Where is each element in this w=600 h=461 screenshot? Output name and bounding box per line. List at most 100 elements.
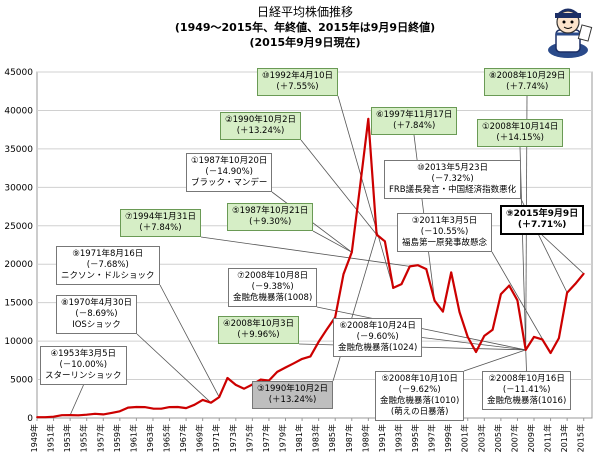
- annotation-a2: ②1990年10月2日 (＋13.24%): [220, 112, 301, 140]
- point-1976: [259, 378, 262, 381]
- point-1990: [375, 233, 378, 236]
- point-1996: [425, 268, 428, 271]
- x-tick-label: 2009年: [526, 424, 536, 452]
- point-1953: [69, 414, 72, 417]
- y-tick-label: 35000: [4, 145, 33, 155]
- annotation-a9-line2: (＋7.71%): [517, 220, 567, 230]
- annotation-b10: ⑩2013年5月23日 (－7.32%) FRB議長発言・中国経済指数悪化: [384, 160, 522, 199]
- annotation-a9-line1: ⑨2015年9月9日: [506, 209, 579, 219]
- x-tick-label: 1987年: [344, 424, 354, 452]
- x-tick-label: 1975年: [244, 424, 254, 452]
- point-1955: [85, 413, 88, 416]
- point-1978: [276, 370, 279, 373]
- point-1984: [326, 328, 328, 331]
- x-tick-label: 1949年: [29, 424, 39, 452]
- point-2015: [582, 272, 585, 275]
- point-1960: [127, 406, 130, 409]
- point-2009: [533, 336, 535, 338]
- point-1986: [342, 273, 345, 276]
- annotation-a3-line2: (＋13.24%): [268, 395, 317, 405]
- annotation-a9-current: ⑨2015年9月9日 (＋7.71%): [500, 205, 585, 235]
- annotation-b9-line1: ⑨1971年8月16日: [72, 249, 144, 259]
- x-tick-label: 1965年: [162, 424, 172, 452]
- point-2013: [566, 291, 569, 294]
- point-1993: [400, 283, 403, 285]
- annotation-b10-line2: (－7.32%): [431, 174, 474, 184]
- point-1950: [44, 416, 47, 419]
- annotation-a5-line2: (＋9.30%): [249, 217, 292, 227]
- title-line-2: (1949～2015年、年終値、2015年は9月9日終値): [174, 21, 436, 34]
- annotation-b6-line1: ⑥2008年10月24日: [339, 321, 416, 331]
- x-tick-label: 1997年: [427, 424, 437, 452]
- annotation-a6-line1: ⑥1997年11月17日: [376, 110, 453, 120]
- x-tick-label: 1963年: [145, 424, 155, 452]
- annotation-b5: ⑤2008年10月10日 (－9.62%) 金融危機暴落(1010) (萌えの日…: [375, 371, 465, 421]
- point-2012: [557, 337, 560, 339]
- annotation-b6: ⑥2008年10月24日 (－9.60%) 金融危機暴落(1024): [333, 318, 423, 357]
- point-1949: [36, 416, 38, 419]
- annotation-a1: ①2008年10月14日 (＋14.15%): [477, 119, 564, 147]
- annotation-b7-line2: (－9.38%): [251, 282, 294, 292]
- annotation-b7-line3: 金融危機暴落(1008): [233, 293, 313, 303]
- annotation-b1-line2: (－14.90%): [205, 167, 253, 177]
- point-1985: [334, 316, 337, 319]
- annotation-a10-line1: ⑩1992年4月10日: [262, 71, 333, 81]
- annotation-a10-line2: (＋7.55%): [276, 82, 319, 92]
- x-tick-label: 2011年: [543, 424, 553, 452]
- leader-annotation-a5: [312, 230, 352, 253]
- point-2014: [574, 282, 577, 285]
- x-tick-label: 2001年: [460, 424, 470, 452]
- leader-annotation-b5: [463, 349, 526, 372]
- mascot-illustration: [548, 8, 593, 58]
- annotation-a4-line1: ④2008年10月3日: [223, 319, 294, 329]
- x-tick-label: 1951年: [46, 424, 56, 452]
- annotation-b10-line1: ⑩2013年5月23日: [417, 163, 489, 173]
- annotation-b2-line1: ②2008年10月16日: [488, 374, 565, 384]
- title-line-3: (2015年9月9日現在): [249, 36, 361, 49]
- annotation-a10: ⑩1992年4月10日 (＋7.55%): [257, 68, 338, 96]
- annotation-b2: ②2008年10月16日 (－11.41%) 金融危機暴落(1016): [482, 371, 572, 410]
- chart-title: 日経平均株価推移 (1949～2015年、年終値、2015年は9月9日終値) (…: [150, 4, 460, 50]
- x-tick-label: 1961年: [128, 424, 138, 452]
- annotation-a6: ⑥1997年11月17日 (＋7.84%): [371, 107, 458, 135]
- series-points: [36, 117, 585, 419]
- annotation-b9-line2: (－7.68%): [86, 260, 129, 270]
- x-tick-label: 2007年: [509, 424, 519, 452]
- point-1966: [176, 406, 179, 408]
- y-tick-label: 15000: [4, 299, 33, 309]
- point-1979: [284, 366, 287, 369]
- point-2004: [491, 328, 494, 331]
- point-1969: [201, 398, 204, 401]
- point-2011: [549, 352, 552, 354]
- annotation-b2-line2: (－11.41%): [502, 385, 551, 395]
- annotation-a4-line2: (＋9.96%): [237, 330, 280, 340]
- point-1988: [359, 185, 361, 188]
- y-tick-label: 25000: [4, 222, 33, 232]
- point-1964: [160, 407, 163, 410]
- x-tick-label: 1991年: [377, 424, 387, 452]
- point-2008: [524, 348, 527, 351]
- leader-annotation-b6: [421, 337, 526, 351]
- y-tick-label: 0: [27, 414, 33, 424]
- annotation-a3-line1: ③1990年10月2日: [257, 384, 328, 394]
- point-1991: [384, 240, 386, 243]
- annotation-a7: ⑦1994年1月31日 (＋7.84%): [120, 209, 201, 237]
- annotation-b3-line2: (－10.55%): [420, 227, 469, 237]
- x-tick-label: 1971年: [211, 424, 221, 452]
- annotation-b1-line1: ①1987年10月20日: [191, 156, 268, 166]
- point-1987: [350, 251, 353, 254]
- point-1983: [317, 341, 320, 343]
- point-1980: [292, 362, 295, 365]
- point-1952: [60, 414, 63, 417]
- annotation-b8-line2: (－8.69%): [75, 309, 118, 319]
- annotation-b10-line3: FRB議長発言・中国経済指数悪化: [389, 185, 517, 195]
- x-tick-label: 2015年: [576, 424, 586, 452]
- annotation-a5: ⑤1987年10月21日 (＋9.30%): [227, 203, 314, 231]
- annotation-b3-line3: 福島第一原発事故懸念: [402, 238, 488, 248]
- annotation-a7-line2: (＋7.84%): [139, 223, 182, 233]
- point-1994: [408, 265, 411, 268]
- annotation-b9: ⑨1971年8月16日 (－7.68%) ニクソン・ドルショック: [56, 246, 160, 285]
- y-tick-label: 45000: [4, 68, 33, 78]
- point-1968: [193, 403, 196, 406]
- leader-annotation-b3: [491, 251, 551, 354]
